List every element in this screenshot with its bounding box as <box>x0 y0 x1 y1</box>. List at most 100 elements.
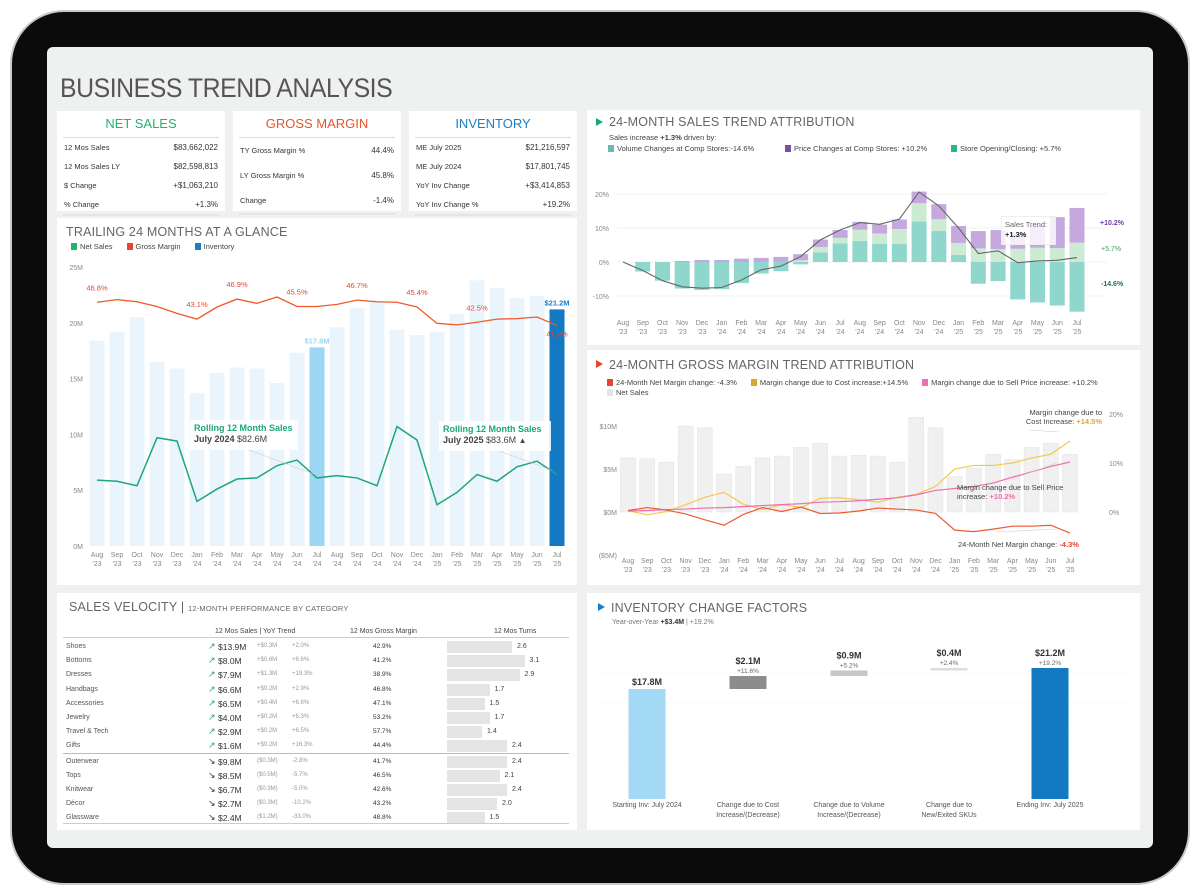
table-row[interactable]: Dresses ↗ $7.9M +$1.3M +19.3% 38.9% 2.9 <box>63 668 569 682</box>
sales-change: +$0.4M <box>257 699 278 706</box>
x-tick-label: '24 <box>895 329 904 336</box>
x-tick-label: Jun <box>1052 320 1063 327</box>
kpi-row: $ Change +$1,063,210 <box>57 176 225 195</box>
net-sales-bar <box>889 461 905 513</box>
trend-up-icon: ↗ <box>208 641 216 651</box>
dashboard-screen: BUSINESS TREND ANALYSIS NET SALES 12 Mos… <box>47 47 1153 848</box>
chart-legend: Volume Changes at Comp Stores:-14.6% Pri… <box>608 144 1061 153</box>
waterfall-pct-label: +19.2% <box>1039 660 1061 667</box>
waterfall-bar <box>930 667 968 671</box>
x-tick-label: Sep <box>641 558 654 565</box>
sales-change-pct: -5.0% <box>292 786 308 792</box>
table-row[interactable]: Jewelry ↗ $4.0M +$0.2M +6.3% 53.2% 1.7 <box>63 711 569 725</box>
turns-value: 2.0 <box>502 800 512 808</box>
x-tick-label: Mar <box>231 552 244 559</box>
net-sales-bar <box>620 457 636 513</box>
gross-margin-label: 41.9% <box>546 329 568 338</box>
legend-item-price: Price Changes at Comp Stores: +10.2% <box>785 144 951 153</box>
inventory-bar <box>309 347 325 546</box>
y-tick-label: 5M <box>73 488 83 495</box>
inventory-waterfall-chart: $17.8M Starting Inv: July 2024 $2.1M +11.6%… <box>597 642 1132 819</box>
kpi-value: $21,216,597 <box>525 143 571 152</box>
table-row[interactable]: Bottoms ↗ $8.0M +$0.6M +8.6% 41.2% 3.1 <box>63 654 569 668</box>
x-tick-label: Feb <box>737 558 749 565</box>
x-tick-label: '24 <box>931 567 940 574</box>
legend-item-net-sales: Net Sales <box>71 242 113 251</box>
net-sales-bar <box>831 455 848 513</box>
net-sales-bar <box>850 454 867 513</box>
table-row[interactable]: Tops ↘ $8.5M ($0.5M) -5.7% 46.5% 2.1 <box>63 769 569 783</box>
cost-annotation: Margin change due to Cost Increase: +14.5… <box>1025 408 1102 426</box>
table-row[interactable]: Travel & Tech ↗ $2.9M +$0.2M +6.5% 57.7% 1.4 <box>63 725 569 739</box>
kpi-row: 12 Mos Sales $83,662,022 <box>57 138 225 157</box>
x-tick-label: '24 <box>836 329 845 336</box>
turns-bar <box>447 740 507 753</box>
x-tick-label: '24 <box>252 561 261 568</box>
x-tick-label: '23 <box>643 567 652 574</box>
trend-down-icon: ↘ <box>208 812 216 823</box>
x-tick-label: Apr <box>775 320 787 327</box>
gross-margin-value: 46.8% <box>373 685 392 693</box>
table-row[interactable]: Handbags ↗ $6.6M +$0.2M +2.9% 46.8% 1.7 <box>63 683 569 697</box>
gross-margin-label: 45.5% <box>286 287 308 296</box>
x-tick-label: '25 <box>1065 567 1074 574</box>
inventory-bar <box>109 331 125 546</box>
store-bar <box>832 237 848 244</box>
kpi-value: $83,662,022 <box>173 143 219 152</box>
price-bar <box>872 224 888 234</box>
table-row[interactable]: Gifts ↗ $1.6M +$0.2M +16.3% 44.4% 2.4 <box>63 739 569 755</box>
legend-item-inventory: Inventory <box>194 242 234 251</box>
table-row[interactable]: Accessories ↗ $6.5M +$0.4M +6.8% 47.1% 1.5 <box>63 697 569 711</box>
kpi-label: Change <box>240 196 267 205</box>
sales-change: ($0.3M) <box>257 757 278 764</box>
cost-margin-line <box>627 440 1071 516</box>
x-tick-label: '24 <box>332 561 341 568</box>
category-name: Tops <box>66 771 81 779</box>
x-tick-label: '24 <box>912 567 921 574</box>
x-tick-label: '24 <box>352 561 361 568</box>
x-tick-label: '24 <box>212 561 221 568</box>
volume-end-label: -14.6% <box>1101 281 1124 288</box>
volume-bar <box>951 254 967 262</box>
volume-bar <box>1049 262 1065 306</box>
net-margin-line <box>627 506 1071 534</box>
header-sales: 12 Mos Sales | YoY Trend <box>215 628 296 635</box>
net-sales-bar <box>908 417 925 513</box>
kpi-label: ME July 2024 <box>416 162 462 171</box>
x-tick-label: Sep <box>637 320 650 327</box>
x-tick-label: Aug <box>622 558 635 565</box>
x-tick-label: '24 <box>292 561 301 568</box>
volume-bar <box>714 262 730 290</box>
panel-title: 24-MONTH GROSS MARGIN TREND ATTRIBUTION <box>609 358 915 372</box>
net-sales-bar <box>1023 447 1040 513</box>
trend-up-icon: ↗ <box>208 740 216 751</box>
sales-change: +$0.2M <box>257 728 278 735</box>
x-tick-label: May <box>1025 558 1039 565</box>
store-bar <box>872 233 888 244</box>
table-row[interactable]: Décor ↘ $2.7M ($0.3M) -10.2% 43.2% 2.0 <box>63 797 569 811</box>
x-tick-label: Jan <box>431 552 442 559</box>
waterfall-bar <box>830 670 868 677</box>
trend-down-icon: ↘ <box>208 755 216 766</box>
sales-change: ($0.3M) <box>257 786 278 792</box>
x-tick-label: '24 <box>816 329 825 336</box>
table-row[interactable]: Knitwear ↘ $6.7M ($0.3M) -5.0% 42.6% 2.4 <box>63 783 569 797</box>
net-sales-bar <box>697 427 713 513</box>
table-row[interactable]: Outerwear ↘ $9.8M ($0.3M) -2.8% 41.7% 2.4 <box>63 755 569 769</box>
panel-title: 24-MONTH SALES TREND ATTRIBUTION <box>609 115 855 129</box>
net-sales-bar <box>946 476 963 513</box>
inventory-bar-label: $21.2M <box>544 298 569 307</box>
sales-change-pct: +16.3% <box>292 742 313 749</box>
x-tick-label: '24 <box>412 561 421 568</box>
table-row[interactable]: Glassware ↘ $2.4M ($1.2M) -33.0% 48.8% 1.5 <box>63 811 569 825</box>
legend-item-sell-price: Margin change due to Sell Price increase… <box>922 378 1098 387</box>
kpi-card-gross-margin: GROSS MARGIN TY Gross Margin % 44.4% LY Gr… <box>233 111 401 215</box>
y-tick-label: 10% <box>595 226 609 233</box>
table-row[interactable]: Shoes ↗ $13.9M +$0.3M +2.0% 42.9% 2.6 <box>63 640 569 654</box>
legend-item-net-margin: 24-Month Net Margin change: -4.3% <box>607 378 737 387</box>
price-bar <box>891 219 907 230</box>
x-tick-label: Dec <box>171 552 184 559</box>
x-tick-label: Dec <box>933 320 946 327</box>
inventory-bar <box>169 368 185 546</box>
x-tick-label: '24 <box>717 329 726 336</box>
